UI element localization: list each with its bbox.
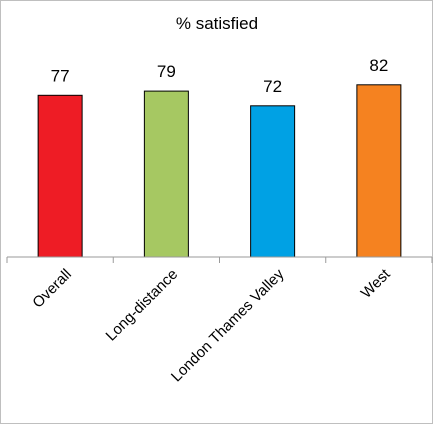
bar-long-distance <box>143 90 189 258</box>
x-axis-ticks <box>6 257 433 263</box>
chart-title: % satisfied <box>176 14 258 33</box>
category-label: Overall <box>29 266 75 312</box>
category-label: West <box>358 265 395 302</box>
bar-overall <box>37 94 83 258</box>
value-label: 79 <box>157 62 176 81</box>
category-label: London Thames Valley <box>168 265 288 385</box>
value-label: 82 <box>369 56 388 75</box>
value-labels-group: 77 79 72 82 <box>51 56 389 96</box>
bar-london-thames-valley <box>250 105 296 258</box>
category-label: Long-distance <box>103 266 182 345</box>
value-label: 77 <box>51 66 70 85</box>
value-label: 72 <box>263 77 282 96</box>
bar-west <box>356 84 402 258</box>
bars-group <box>37 84 402 258</box>
